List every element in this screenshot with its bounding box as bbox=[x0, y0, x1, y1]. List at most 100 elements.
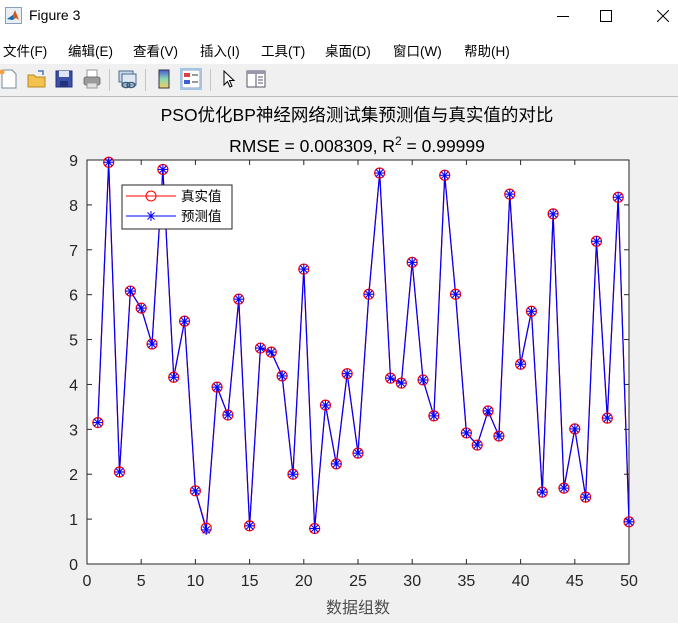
toolbar bbox=[0, 64, 678, 97]
new-figure-button[interactable] bbox=[0, 68, 20, 90]
pred-value-marker bbox=[548, 208, 559, 219]
maximize-icon bbox=[600, 10, 612, 22]
pred-value-marker bbox=[168, 372, 179, 383]
x-tick-label: 35 bbox=[458, 573, 476, 590]
legend-button[interactable] bbox=[180, 68, 202, 90]
menu-desktop[interactable]: 桌面(D) bbox=[325, 44, 371, 59]
print-button[interactable] bbox=[81, 68, 103, 90]
pred-value-marker bbox=[385, 373, 396, 384]
minimize-icon bbox=[557, 16, 569, 17]
pred-value-marker bbox=[92, 417, 103, 428]
colorbar-button[interactable] bbox=[153, 68, 175, 90]
pred-value-marker bbox=[472, 440, 483, 451]
pred-value-marker bbox=[244, 520, 255, 531]
pred-value-marker bbox=[461, 427, 472, 438]
toolbar-separator bbox=[210, 69, 211, 91]
x-tick-label: 5 bbox=[137, 573, 146, 590]
legend-box bbox=[121, 184, 233, 230]
x-tick-label: 25 bbox=[349, 573, 367, 590]
pred-value-marker bbox=[222, 409, 233, 420]
link-plot-icon bbox=[118, 70, 137, 89]
pred-value-marker bbox=[287, 469, 298, 480]
legend-pred-label: 预测值 bbox=[181, 209, 222, 225]
toolbar-separator bbox=[109, 69, 110, 91]
save-button[interactable] bbox=[53, 68, 75, 90]
pred-value-marker bbox=[212, 382, 223, 393]
menu-bar: 文件(F) 编辑(E) 查看(V) 插入(I) 工具(T) 桌面(D) 窗口(W… bbox=[0, 32, 678, 65]
legend-true-label: 真实值 bbox=[181, 189, 222, 205]
window-title: Figure 3 bbox=[29, 7, 81, 23]
pred-value-marker bbox=[602, 413, 613, 424]
pred-value-marker bbox=[624, 516, 634, 527]
x-tick-label: 40 bbox=[512, 573, 530, 590]
x-axis-label: 数据组数 bbox=[326, 598, 390, 617]
pred-value-marker bbox=[125, 286, 136, 297]
pred-value-marker bbox=[147, 339, 158, 350]
pred-value-marker bbox=[428, 410, 439, 421]
minimize-button[interactable] bbox=[540, 0, 586, 32]
legend[interactable]: 真实值 预测值 bbox=[121, 184, 233, 230]
menu-insert[interactable]: 插入(I) bbox=[200, 44, 240, 59]
pred-value-marker bbox=[418, 374, 429, 385]
y-tick-label: 5 bbox=[69, 333, 78, 350]
pred-value-marker bbox=[136, 303, 147, 314]
pred-value-marker bbox=[103, 157, 114, 168]
x-tick-label: 0 bbox=[83, 573, 92, 590]
link-plot-button[interactable] bbox=[116, 68, 138, 90]
x-tick-label: 50 bbox=[620, 573, 638, 590]
pred-value-marker bbox=[504, 189, 515, 200]
pred-value-marker bbox=[201, 524, 212, 535]
y-tick-label: 2 bbox=[69, 467, 78, 484]
pred-value-marker bbox=[374, 168, 385, 179]
property-inspector-button[interactable] bbox=[245, 68, 267, 90]
pred-value-marker bbox=[591, 236, 602, 247]
pred-value-marker bbox=[114, 466, 125, 477]
pred-value-marker bbox=[179, 316, 190, 327]
data-series bbox=[92, 156, 635, 535]
pred-value-marker bbox=[320, 400, 331, 411]
select-pointer-button[interactable] bbox=[218, 68, 240, 90]
legend-icon bbox=[181, 69, 201, 89]
close-button[interactable] bbox=[640, 0, 678, 32]
pred-value-marker bbox=[266, 347, 277, 358]
menu-help[interactable]: 帮助(H) bbox=[464, 44, 510, 59]
new-figure-icon bbox=[0, 69, 17, 89]
y-tick-label: 6 bbox=[69, 288, 78, 305]
save-icon bbox=[55, 70, 73, 88]
menu-tools[interactable]: 工具(T) bbox=[261, 44, 306, 59]
pred-value-marker bbox=[515, 359, 526, 370]
y-tick-label: 3 bbox=[69, 422, 78, 439]
pred-value-marker bbox=[526, 306, 537, 317]
pred-value-marker bbox=[483, 405, 494, 416]
menu-view[interactable]: 查看(V) bbox=[133, 44, 178, 59]
open-folder-icon bbox=[27, 70, 46, 88]
pred-value-marker bbox=[298, 264, 309, 275]
x-tick-label: 10 bbox=[187, 573, 205, 590]
toolbar-separator bbox=[145, 69, 146, 91]
pred-value-marker bbox=[363, 289, 374, 300]
property-inspector-icon bbox=[246, 70, 266, 88]
pred-value-marker bbox=[396, 378, 407, 389]
pred-value-marker bbox=[493, 431, 504, 442]
menu-edit[interactable]: 编辑(E) bbox=[68, 44, 113, 59]
y-tick-label: 4 bbox=[69, 377, 78, 394]
menu-window[interactable]: 窗口(W) bbox=[393, 44, 442, 59]
pred-value-marker bbox=[331, 458, 342, 469]
open-button[interactable] bbox=[26, 68, 48, 90]
line-chart[interactable]: PSO优化BP神经网络测试集预测值与真实值的对比 RMSE = 0.008309… bbox=[0, 97, 678, 618]
pred-value-marker bbox=[233, 294, 244, 305]
pred-value-marker bbox=[558, 483, 569, 494]
x-tick-label: 20 bbox=[295, 573, 313, 590]
maximize-button[interactable] bbox=[583, 0, 629, 32]
print-icon bbox=[83, 69, 101, 89]
pred-value-marker bbox=[157, 164, 168, 175]
chart-title: PSO优化BP神经网络测试集预测值与真实值的对比 bbox=[161, 105, 554, 125]
y-tick-label: 9 bbox=[69, 153, 78, 170]
pred-value-marker bbox=[613, 192, 624, 203]
y-tick-label: 8 bbox=[69, 198, 78, 215]
y-tick-label: 1 bbox=[69, 512, 78, 529]
menu-file[interactable]: 文件(F) bbox=[3, 44, 48, 59]
pointer-icon bbox=[223, 69, 236, 88]
pred-value-marker bbox=[255, 343, 266, 354]
pred-value-marker bbox=[342, 368, 353, 379]
